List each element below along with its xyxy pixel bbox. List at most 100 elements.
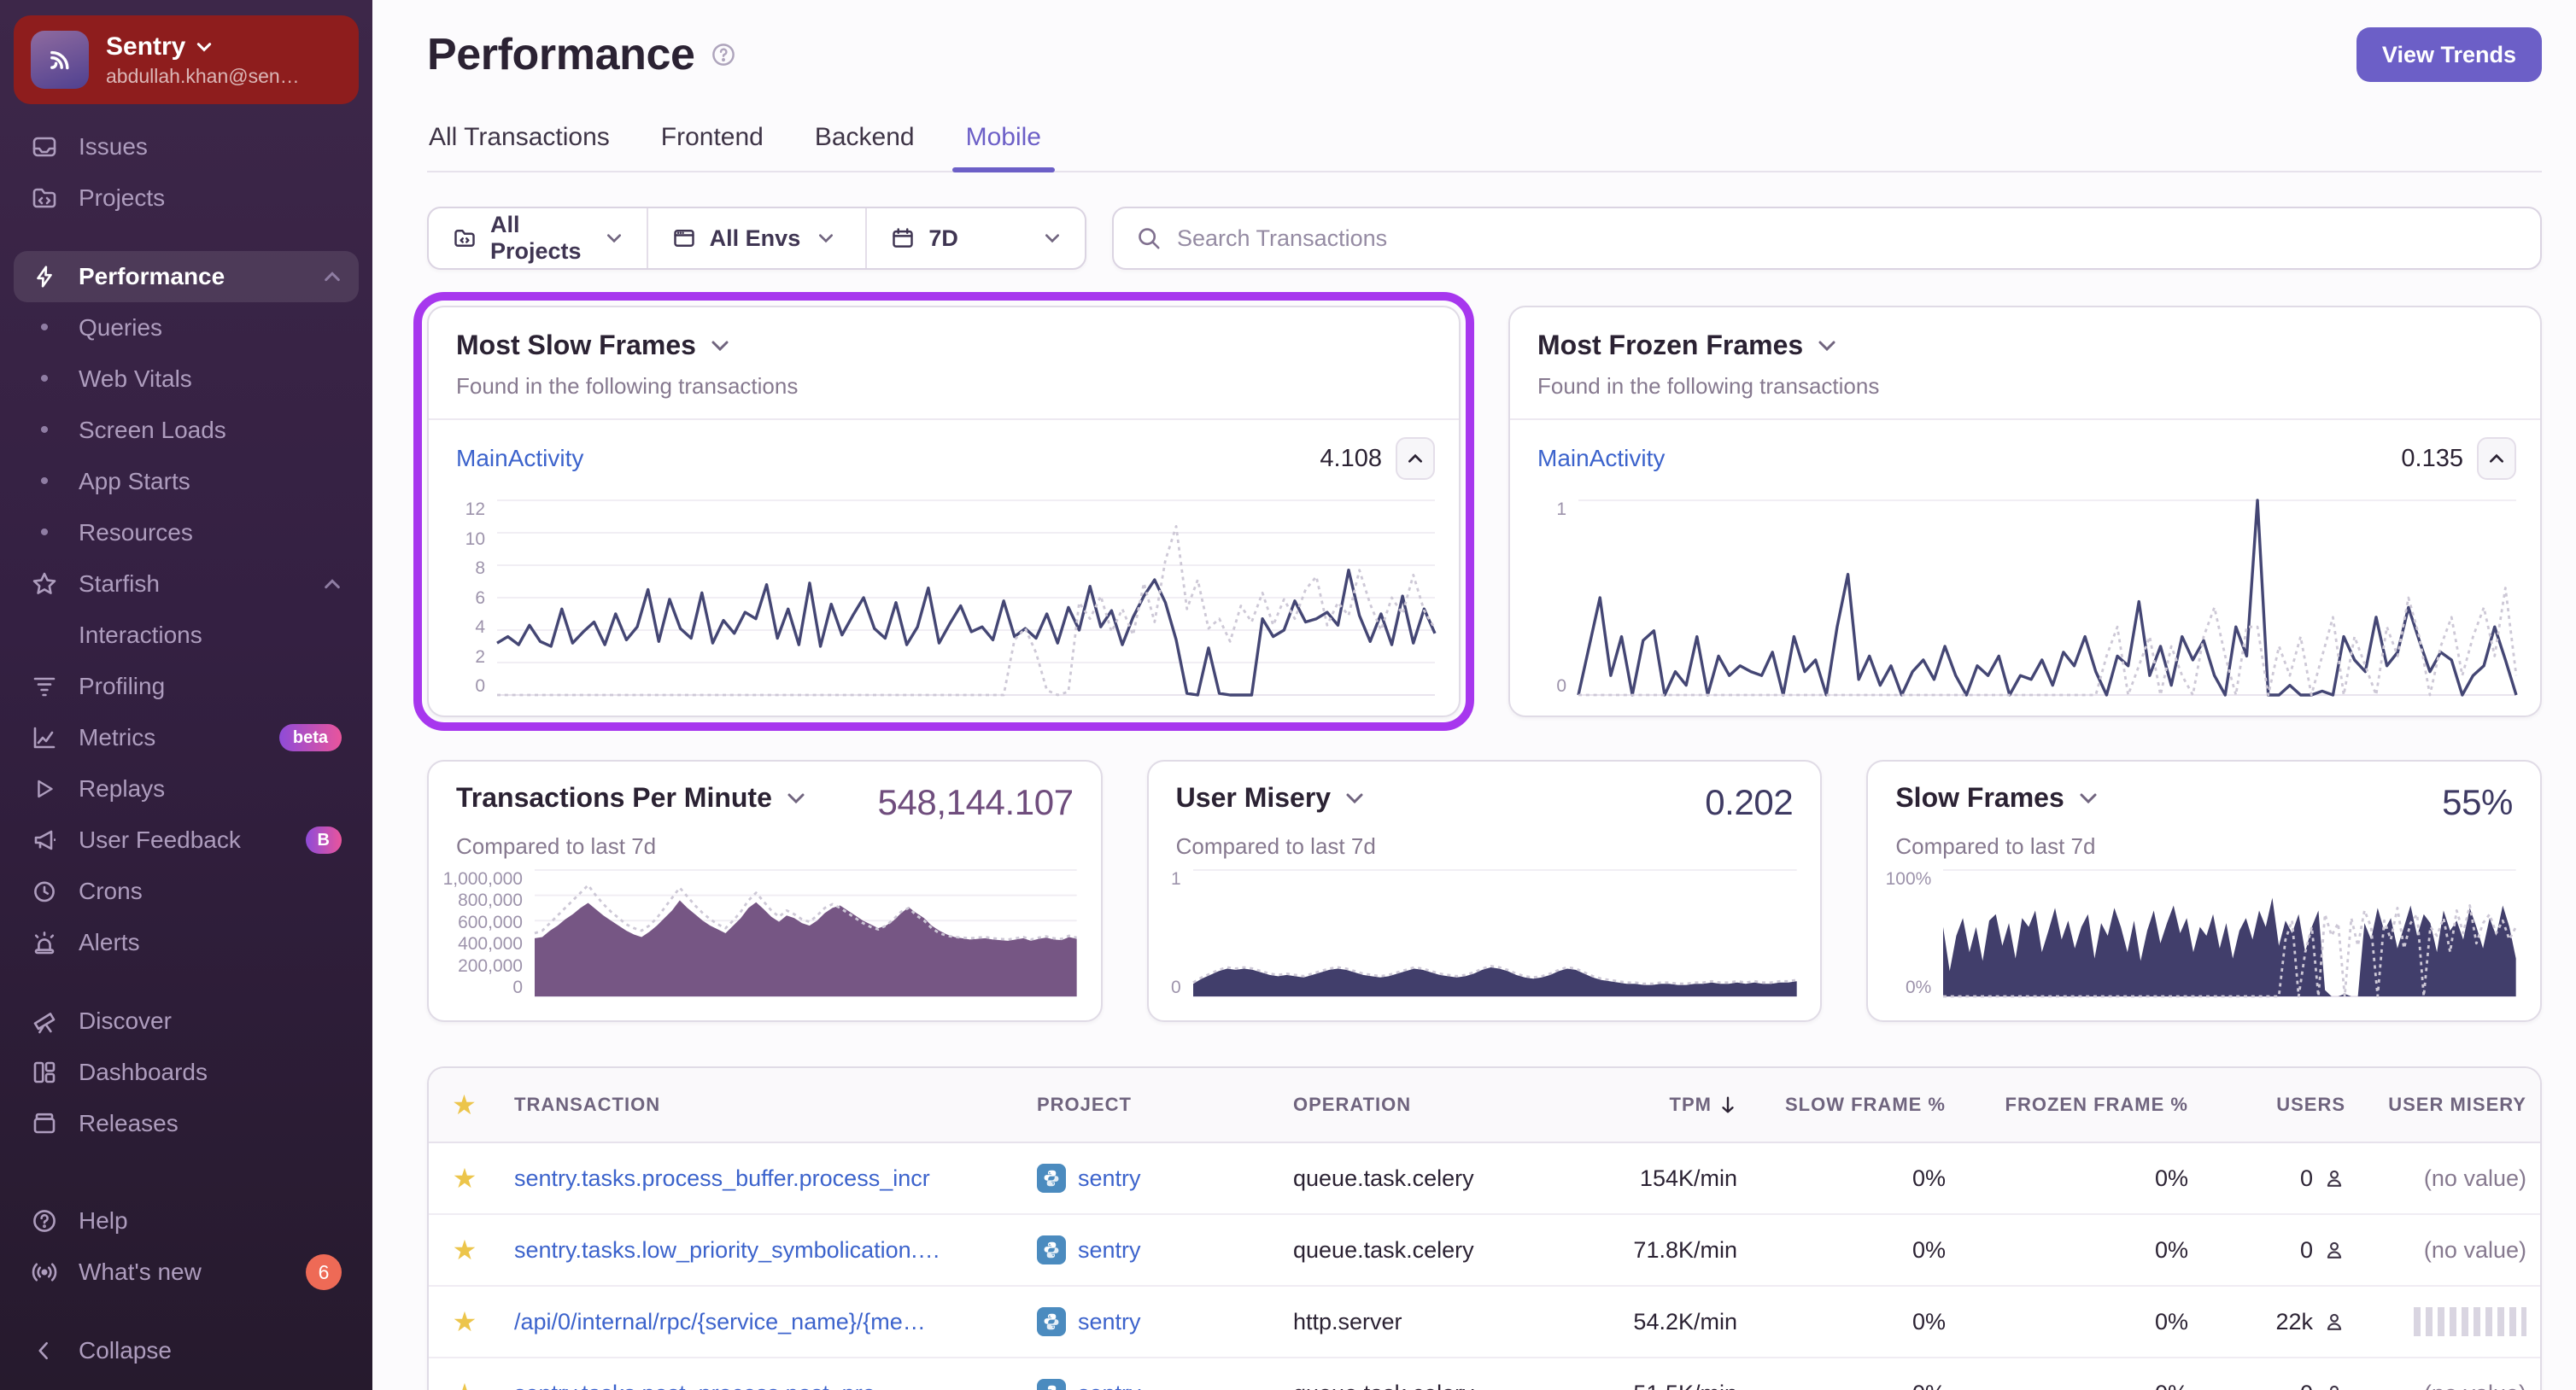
transactions-table: ★ TRANSACTION PROJECT OPERATION TPM SLOW… — [427, 1066, 2542, 1390]
most-slow-frames-chart: 12 10 8 6 4 2 0 — [429, 490, 1459, 715]
widget-title: Most Frozen Frames — [1537, 330, 1804, 360]
page-help-icon[interactable] — [711, 42, 736, 67]
favorite-star-icon[interactable]: ★ — [452, 1235, 477, 1265]
tab-bar: All Transactions Frontend Backend Mobile — [427, 123, 2542, 172]
sidebar-item-app-starts[interactable]: • App Starts — [39, 467, 190, 495]
slow-frames-value: 4.108 — [1320, 444, 1382, 472]
col-user-misery[interactable]: USER MISERY — [2388, 1094, 2526, 1115]
sidebar-item-issues[interactable]: Issues — [14, 121, 359, 172]
transaction-link[interactable]: sentry.tasks.post_process.post_pro… — [514, 1381, 899, 1390]
col-users[interactable]: USERS — [2276, 1094, 2345, 1115]
dashboards-icon — [31, 1059, 58, 1086]
transaction-link[interactable]: sentry.tasks.low_priority_symbolication.… — [514, 1236, 941, 1263]
project-link[interactable]: sentry — [1078, 1381, 1141, 1390]
frozen-frames-value: 0.135 — [2401, 444, 2463, 472]
transaction-link[interactable]: /api/0/internal/rpc/{service_name}/{me… — [514, 1308, 926, 1335]
slow-frames-pct-card: Slow Frames 55% Compared to last 7d 100%… — [1866, 760, 2542, 1022]
view-trends-button[interactable]: View Trends — [2356, 27, 2542, 82]
sidebar-item-starfish[interactable]: Starfish — [14, 558, 359, 610]
operation-cell: http.server — [1293, 1308, 1402, 1335]
sidebar-item-alerts[interactable]: Alerts — [14, 917, 359, 968]
table-row: ★ sentry.tasks.process_buffer.process_in… — [429, 1143, 2540, 1215]
widget-title: Transactions Per Minute — [456, 782, 772, 813]
chevron-down-icon[interactable] — [1344, 788, 1365, 809]
help-icon — [31, 1207, 58, 1235]
col-tpm[interactable]: TPM — [1566, 1094, 1751, 1116]
sidebar-item-web-vitals[interactable]: • Web Vitals — [39, 365, 192, 393]
chevron-down-icon[interactable] — [786, 788, 806, 809]
favorite-star-icon[interactable]: ★ — [452, 1163, 477, 1194]
sidebar-item-performance[interactable]: Performance — [14, 251, 359, 302]
transaction-link[interactable]: MainActivity — [1537, 445, 1666, 471]
tab-mobile[interactable]: Mobile — [951, 123, 1056, 172]
sidebar-collapse-button[interactable]: Collapse — [14, 1325, 359, 1376]
tpm-cell: 71.8K/min — [1633, 1236, 1737, 1263]
siren-icon — [31, 929, 58, 956]
sidebar-item-whats-new[interactable]: What's new 6 — [14, 1247, 359, 1298]
user-misery-cell: (no value) — [2423, 1236, 2526, 1263]
sidebar-item-releases[interactable]: Releases — [14, 1098, 359, 1149]
chevron-down-icon[interactable] — [2078, 788, 2099, 809]
operation-cell: queue.task.celery — [1293, 1236, 1474, 1263]
slow-frames-pct-chart: 100% 0% — [1868, 867, 2540, 1013]
environment-filter[interactable]: All Envs — [646, 208, 866, 268]
user-icon — [2323, 1167, 2345, 1189]
sidebar-item-help[interactable]: Help — [14, 1195, 359, 1247]
project-link[interactable]: sentry — [1078, 1236, 1141, 1263]
col-frozen-frame[interactable]: FROZEN FRAME % — [2005, 1094, 2188, 1115]
tab-backend[interactable]: Backend — [814, 123, 915, 151]
transaction-link[interactable]: sentry.tasks.process_buffer.process_incr — [514, 1165, 930, 1191]
project-link[interactable]: sentry — [1078, 1308, 1141, 1335]
sidebar-item-resources[interactable]: • Resources — [39, 518, 193, 546]
sidebar-item-profiling[interactable]: Profiling — [14, 661, 359, 712]
tab-all-transactions[interactable]: All Transactions — [429, 123, 610, 151]
favorite-star-icon[interactable]: ★ — [429, 1377, 501, 1390]
chevron-down-icon[interactable] — [710, 336, 730, 356]
transaction-link[interactable]: MainActivity — [456, 445, 584, 471]
table-row: ★ /api/0/internal/rpc/{service_name}/{me… — [429, 1287, 2540, 1358]
date-range-filter[interactable]: 7D — [865, 208, 1085, 268]
sidebar-item-projects[interactable]: Projects — [14, 172, 359, 224]
chevron-left-icon — [31, 1337, 58, 1364]
users-cell: 0 — [2299, 1236, 2313, 1263]
org-email: abdullah.khan@sen… — [106, 64, 300, 87]
project-link[interactable]: sentry — [1078, 1165, 1141, 1191]
org-switcher[interactable]: Sentry abdullah.khan@sen… — [14, 15, 359, 104]
sidebar-item-screen-loads[interactable]: • Screen Loads — [39, 416, 226, 444]
user-icon — [2323, 1382, 2345, 1390]
col-project[interactable]: PROJECT — [1037, 1094, 1132, 1115]
calendar-icon — [891, 226, 915, 250]
profiling-icon — [31, 673, 58, 700]
python-icon — [1037, 1379, 1066, 1390]
col-slow-frame[interactable]: SLOW FRAME % — [1785, 1094, 1946, 1115]
issues-icon — [31, 133, 58, 161]
whats-new-count-badge: 6 — [306, 1254, 342, 1290]
sidebar-item-queries[interactable]: • Queries — [39, 313, 163, 342]
org-name: Sentry — [106, 32, 186, 61]
chevron-down-icon — [606, 230, 623, 247]
sidebar-item-user-feedback[interactable]: User Feedback B — [14, 815, 359, 866]
user-icon — [2323, 1239, 2345, 1261]
telescope-icon — [31, 1007, 58, 1035]
sidebar-item-crons[interactable]: Crons — [14, 866, 359, 917]
chevron-down-icon[interactable] — [1817, 336, 1837, 356]
tab-frontend[interactable]: Frontend — [660, 123, 764, 151]
search-input[interactable] — [1177, 225, 2518, 252]
collapse-row-button[interactable] — [2477, 437, 2516, 480]
col-transaction[interactable]: TRANSACTION — [514, 1094, 661, 1115]
col-operation[interactable]: OPERATION — [1293, 1094, 1412, 1115]
project-filter[interactable]: All Projects — [429, 208, 647, 268]
sidebar-item-replays[interactable]: Replays B — [14, 763, 359, 815]
sidebar-item-interactions[interactable]: Interactions — [79, 622, 202, 648]
favorite-star-icon[interactable]: ★ — [452, 1306, 477, 1337]
frozen-frame-cell: 0% — [1959, 1381, 2202, 1390]
sidebar-item-metrics[interactable]: Metrics beta — [14, 712, 359, 763]
widget-title: User Misery — [1175, 782, 1332, 813]
sidebar-item-dashboards[interactable]: Dashboards — [14, 1047, 359, 1098]
sidebar-item-discover[interactable]: Discover — [14, 996, 359, 1047]
widget-title: Most Slow Frames — [456, 330, 696, 360]
broadcast-icon — [31, 1259, 58, 1286]
releases-icon — [31, 1110, 58, 1137]
collapse-row-button[interactable] — [1396, 437, 1435, 480]
